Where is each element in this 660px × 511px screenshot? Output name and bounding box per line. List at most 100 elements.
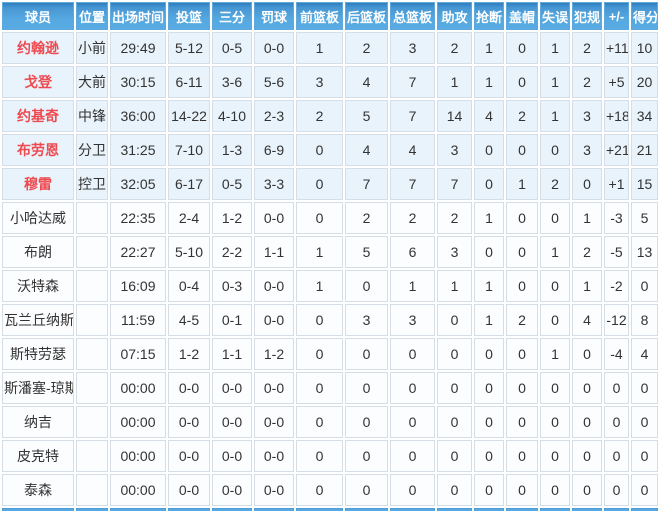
stat-cell-blk: 0 — [506, 474, 538, 506]
stat-cell-treb: 0 — [390, 372, 435, 404]
stat-cell-pf: 0 — [572, 474, 602, 506]
stat-cell-treb: 7 — [390, 100, 435, 132]
position-cell: 分卫 — [76, 134, 108, 166]
stat-cell-blk: 0 — [506, 66, 538, 98]
player-row: 斯特劳瑟 07:15 1-2 1-1 1-2 0 0 0 0 0 0 1 0 -4 4 — [2, 338, 658, 370]
stat-cell-threes: 0-0 — [212, 406, 252, 438]
stat-cell-tov: 7 — [540, 508, 570, 511]
player-name: 皮克特 — [2, 440, 74, 472]
stat-cell-ast: 0 — [437, 338, 472, 370]
stat-cell-ast: 3 — [437, 134, 472, 166]
stat-cell-fg: 2-4 — [168, 202, 210, 234]
stat-cell-oreb: 0 — [296, 338, 343, 370]
stat-cell-fg: 7-10 — [168, 134, 210, 166]
stat-cell-minutes: 31:25 — [110, 134, 166, 166]
stat-cell-ast: 2 — [437, 32, 472, 64]
stat-cell-blk: 0 — [506, 236, 538, 268]
position-cell — [76, 236, 108, 268]
stat-cell-tov: 2 — [540, 168, 570, 200]
stat-cell-threes: 2-2 — [212, 236, 252, 268]
stat-cell-pts: 8 — [631, 304, 658, 336]
stat-cell-blk: 0 — [506, 32, 538, 64]
stat-cell-threes: 3-6 — [212, 66, 252, 98]
stat-cell-fg: 6-17 — [168, 168, 210, 200]
stat-cell-ft: 1-2 — [254, 338, 294, 370]
position-cell — [76, 372, 108, 404]
stat-cell-stl: 0 — [474, 406, 504, 438]
stat-cell-pts: 20 — [631, 66, 658, 98]
stat-cell-threes: 1-2 — [212, 202, 252, 234]
player-name: 约基奇 — [2, 100, 74, 132]
column-header-pos: 位置 — [76, 2, 108, 30]
position-cell — [76, 338, 108, 370]
position-cell: 大前 — [76, 66, 108, 98]
stat-cell-pf: 2 — [572, 32, 602, 64]
player-row: 约基奇 中锋 36:00 14-22 4-10 2-3 2 5 7 14 4 2 1 3 +18 34 — [2, 100, 658, 132]
stat-cell-ast: 3 — [437, 236, 472, 268]
stat-cell-pts: 5 — [631, 202, 658, 234]
stat-cell-tov: 0 — [540, 304, 570, 336]
stat-cell-dreb: 0 — [345, 406, 388, 438]
player-name: 泰森 — [2, 474, 74, 506]
stat-cell-minutes: 00:00 — [110, 474, 166, 506]
stat-cell-blk: 0 — [506, 372, 538, 404]
stat-cell-pf: 0 — [572, 338, 602, 370]
column-header-threes: 三分 — [212, 2, 252, 30]
stat-cell-tov: 0 — [540, 270, 570, 302]
stat-cell-ft: 0-0 — [254, 406, 294, 438]
stat-cell-blk: 0 — [506, 406, 538, 438]
stat-cell-ft: 1-1 — [254, 236, 294, 268]
stat-cell-threes: 0-5 — [212, 32, 252, 64]
stat-cell-fg: 0-0 — [168, 372, 210, 404]
position-cell — [76, 270, 108, 302]
stat-cell-threes: 0-0 — [212, 474, 252, 506]
stat-cell-blk: 0 — [506, 270, 538, 302]
stat-cell-plusminus: +11 — [604, 32, 629, 64]
column-header-oreb: 前篮板 — [296, 2, 343, 30]
stat-cell-plusminus — [604, 508, 629, 511]
stat-cell-threes: 12-38 — [212, 508, 252, 511]
stat-cell-pf: 18 — [572, 508, 602, 511]
stat-cell-stl: 0 — [474, 134, 504, 166]
stat-cell-oreb: 1 — [296, 236, 343, 268]
stat-cell-dreb: 0 — [345, 440, 388, 472]
stat-cell-dreb: 0 — [345, 270, 388, 302]
position-cell: 中锋 — [76, 100, 108, 132]
stat-cell-oreb: 2 — [296, 100, 343, 132]
stat-cell-stl: 1 — [474, 66, 504, 98]
stat-cell-stl: 0 — [474, 372, 504, 404]
stat-cell-fg: 1-2 — [168, 338, 210, 370]
player-name: 约翰逊 — [2, 32, 74, 64]
stat-cell-ft: 6-9 — [254, 134, 294, 166]
player-name: 穆雷 — [2, 168, 74, 200]
stat-cell-plusminus: -12 — [604, 304, 629, 336]
stat-cell-oreb: 0 — [296, 474, 343, 506]
stat-cell-treb: 4 — [390, 134, 435, 166]
position-cell — [76, 508, 108, 511]
stat-cell-pf: 3 — [572, 100, 602, 132]
stat-cell-fg: 14-22 — [168, 100, 210, 132]
position-cell: 控卫 — [76, 168, 108, 200]
stat-cell-minutes: 36:00 — [110, 100, 166, 132]
stat-cell-plusminus: -2 — [604, 270, 629, 302]
stat-cell-ast: 0 — [437, 440, 472, 472]
stat-cell-fg: 5-12 — [168, 32, 210, 64]
stat-cell-fg: 0-0 — [168, 440, 210, 472]
stat-cell-minutes: 30:15 — [110, 66, 166, 98]
stat-cell-pf: 1 — [572, 202, 602, 234]
stat-cell-minutes: 22:35 — [110, 202, 166, 234]
player-name: 斯潘塞-琼斯 — [2, 372, 74, 404]
stat-cell-ast: 0 — [437, 474, 472, 506]
stat-cell-treb: 3 — [390, 304, 435, 336]
stat-cell-plusminus: +18 — [604, 100, 629, 132]
column-header-fg: 投篮 — [168, 2, 210, 30]
stat-cell-oreb: 0 — [296, 134, 343, 166]
stat-cell-ft: 18-24 — [254, 508, 294, 511]
total-row: 总计 -50-9712-3818-24832403395718 130 — [2, 508, 658, 511]
stat-cell-threes: 4-10 — [212, 100, 252, 132]
column-header-player: 球员 — [2, 2, 74, 30]
stat-cell-treb: 3 — [390, 32, 435, 64]
stat-cell-minutes: 32:05 — [110, 168, 166, 200]
stat-cell-plusminus: 0 — [604, 440, 629, 472]
column-header-blk: 盖帽 — [506, 2, 538, 30]
